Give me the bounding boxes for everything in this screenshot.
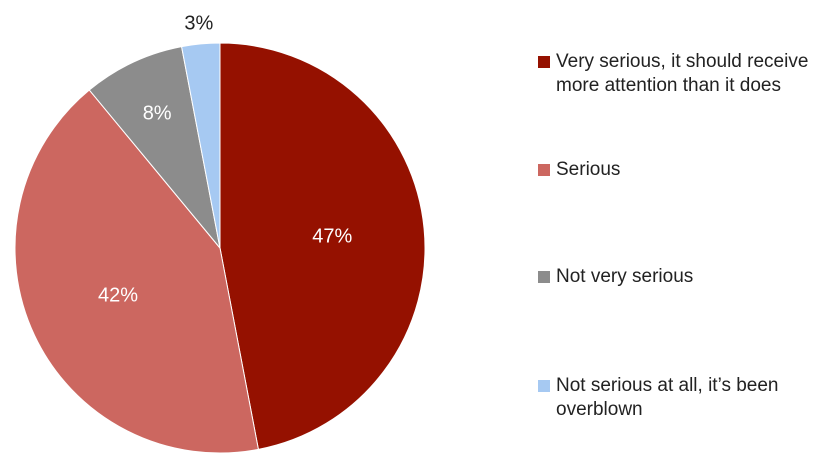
pie-slice-not-serious-at-all xyxy=(181,42,221,249)
legend-swatch-not-very-serious xyxy=(538,271,550,283)
data-label-not-very-serious: 8% xyxy=(143,103,172,125)
data-label-very-serious: 47% xyxy=(312,226,352,248)
data-label-serious: 42% xyxy=(98,284,138,306)
chart-legend: Very serious, it should receive more att… xyxy=(538,0,832,453)
pie-slice-serious xyxy=(14,89,259,453)
legend-swatch-serious xyxy=(538,164,550,176)
pie-slice-not-very-serious xyxy=(88,46,221,249)
legend-label-not-serious-at-all: Not serious at all, it’s been overblown xyxy=(556,375,779,420)
legend-item-very-serious: Very serious, it should receive more att… xyxy=(538,50,832,98)
legend-swatch-very-serious xyxy=(538,56,550,68)
legend-label-very-serious: Very serious, it should receive more att… xyxy=(556,51,809,96)
pie-slice-very-serious xyxy=(219,42,426,450)
legend-label-not-very-serious: Not very serious xyxy=(556,266,694,287)
legend-label-serious: Serious xyxy=(556,159,621,180)
legend-item-not-serious-at-all: Not serious at all, it’s been overblown xyxy=(538,374,832,422)
data-label-not-serious-at-all: 3% xyxy=(184,12,213,34)
legend-item-not-very-serious: Not very serious xyxy=(538,265,832,289)
legend-swatch-not-serious-at-all xyxy=(538,380,550,392)
legend-item-serious: Serious xyxy=(538,158,832,182)
